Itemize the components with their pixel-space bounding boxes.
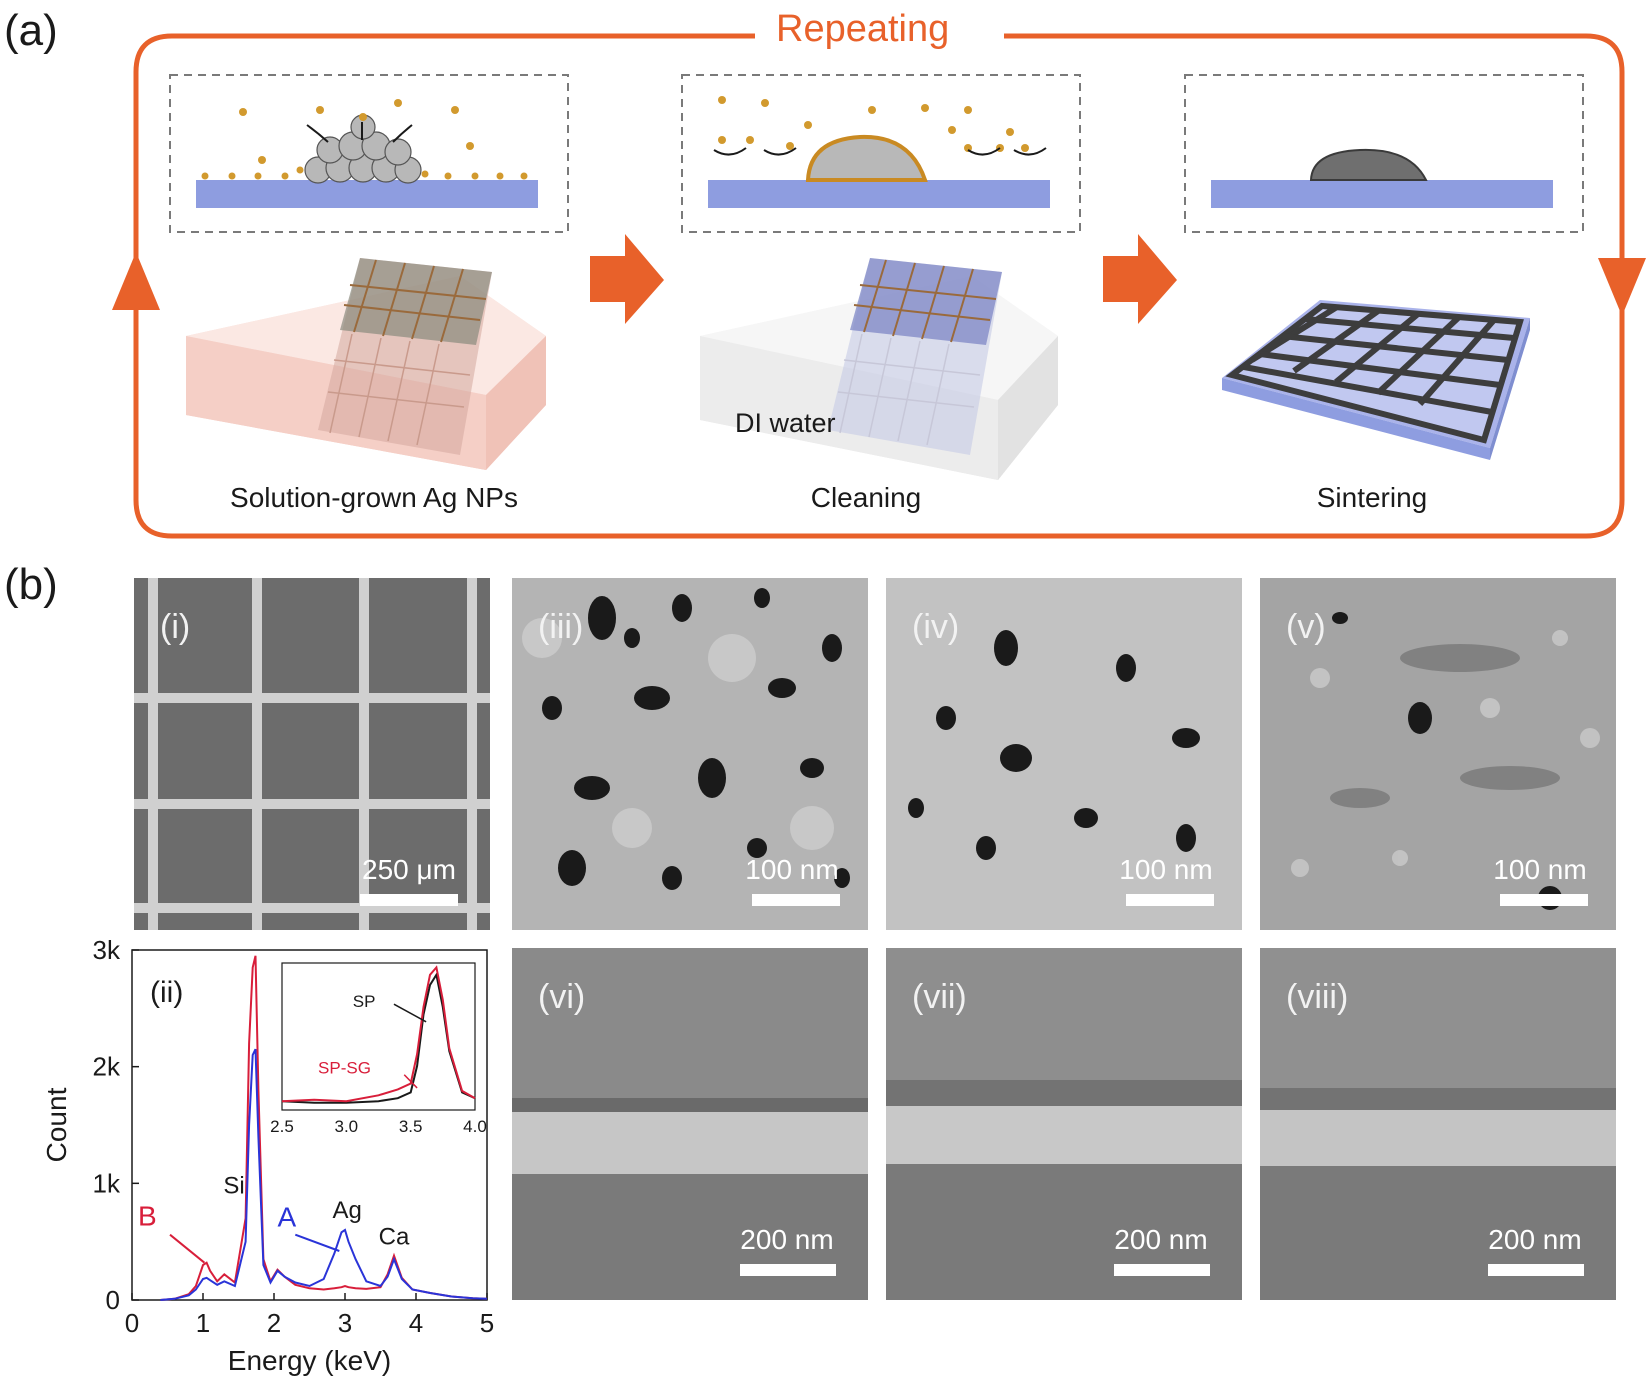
scale-bar-iv bbox=[1126, 894, 1214, 906]
inset-frame bbox=[281, 962, 476, 1111]
step-arrow-2 bbox=[1103, 234, 1177, 324]
step-label-growth: Solution-grown Ag NPs bbox=[230, 482, 518, 513]
peak-label: Si bbox=[223, 1172, 244, 1199]
scale-bar-vii bbox=[1114, 1264, 1210, 1276]
sem-label-iii: (iii) bbox=[538, 608, 584, 646]
sem-label-vi: (vi) bbox=[538, 978, 586, 1016]
x-tick-label: 4 bbox=[409, 1308, 423, 1338]
scale-text-viii: 200 nm bbox=[1488, 1224, 1582, 1255]
deposition-arrows-1 bbox=[306, 122, 413, 143]
panel-label-ii: (ii) bbox=[150, 976, 183, 1009]
scale-bar-i bbox=[360, 894, 458, 906]
edx-spectrum-chart: 0 1 2 3 4 5 0 1k 2k 3k Energy (keV) Count (ii) Si Ag Ca… bbox=[41, 940, 494, 1376]
x-tick-label: 5 bbox=[480, 1308, 494, 1338]
di-water-label: DI water bbox=[735, 408, 836, 438]
loop-arrow-down bbox=[1598, 258, 1646, 316]
x-tick-label: 0 bbox=[125, 1308, 139, 1338]
sem-image-vi: (vi) 200 nm bbox=[512, 948, 868, 1300]
y-tick-label: 0 bbox=[106, 1285, 120, 1315]
scale-bar-iii bbox=[752, 894, 840, 906]
inset-series-SP-SG bbox=[281, 965, 476, 1103]
step-arrow-1 bbox=[590, 234, 664, 324]
inset-label-SP: SP bbox=[353, 992, 376, 1011]
mesh-sheet-2 bbox=[828, 258, 1002, 455]
sem-label-iv: (iv) bbox=[912, 608, 960, 646]
inset-tick-label: 3.0 bbox=[335, 1117, 359, 1136]
sem-image-i: (i) 250 μm bbox=[134, 578, 490, 930]
scale-text-iv: 100 nm bbox=[1119, 854, 1213, 885]
inset-label-SP-SG: SP-SG bbox=[318, 1058, 371, 1077]
zoom-box-3 bbox=[1184, 74, 1584, 233]
scale-text-iii: 100 nm bbox=[745, 854, 839, 885]
zoom-substrate-2 bbox=[708, 180, 1050, 208]
series-arrow-A bbox=[294, 1233, 340, 1252]
porous-texture-v bbox=[1291, 612, 1600, 910]
sem-label-vii: (vii) bbox=[912, 978, 967, 1016]
zoom-box-2 bbox=[681, 74, 1081, 233]
sem-label-i: (i) bbox=[160, 608, 191, 646]
peak-label: Ag bbox=[332, 1197, 361, 1224]
final-mesh-3 bbox=[1222, 300, 1530, 460]
inset-tick-label: 2.5 bbox=[270, 1117, 294, 1136]
x-tick-label: 1 bbox=[196, 1308, 210, 1338]
series-label-B: B bbox=[138, 1200, 157, 1231]
np-dots-1 bbox=[201, 99, 528, 180]
sem-label-v: (v) bbox=[1286, 608, 1326, 646]
sintered-mound-3 bbox=[1309, 148, 1428, 181]
sem-image-iii: (iii) 100 nm bbox=[512, 578, 868, 930]
np-mound-1 bbox=[304, 114, 422, 184]
zoom-substrate-1 bbox=[196, 180, 538, 208]
scale-text-v: 100 nm bbox=[1493, 854, 1587, 885]
grid-lines bbox=[134, 578, 490, 930]
y-tick-label: 2k bbox=[93, 1052, 121, 1082]
y-tick-label: 3k bbox=[93, 940, 121, 965]
porous-texture-iv bbox=[908, 630, 1200, 860]
np-mound-2 bbox=[805, 134, 928, 182]
scale-text-vii: 200 nm bbox=[1114, 1224, 1208, 1255]
zoom-box-1 bbox=[169, 74, 569, 233]
sem-image-viii: (viii) 200 nm bbox=[1260, 948, 1616, 1300]
inset-tick-label: 4.0 bbox=[463, 1117, 487, 1136]
repeat-label: Repeating bbox=[758, 8, 968, 51]
sem-image-vii: (vii) 200 nm bbox=[886, 948, 1242, 1300]
repeat-loop bbox=[133, 33, 1625, 539]
panel-a-letter: (a) bbox=[4, 6, 58, 55]
peak-label: Ca bbox=[379, 1224, 410, 1251]
series-label-A: A bbox=[278, 1202, 297, 1233]
series-line-A bbox=[160, 1048, 488, 1301]
sem-label-viii: (viii) bbox=[1286, 978, 1349, 1016]
scale-bar-vi bbox=[740, 1264, 836, 1276]
step-label-cleaning: Cleaning bbox=[810, 482, 922, 513]
scale-bar-v bbox=[1500, 894, 1588, 906]
inset-arrow-SP-SG bbox=[403, 1074, 418, 1089]
zoom-substrate-3 bbox=[1211, 180, 1553, 208]
inset-tick-label: 3.5 bbox=[399, 1117, 423, 1136]
sem-image-iv: (iv) 100 nm bbox=[886, 578, 1242, 930]
x-tick-label: 2 bbox=[267, 1308, 281, 1338]
plot-frame bbox=[131, 949, 488, 1301]
scale-text-i: 250 μm bbox=[362, 854, 456, 885]
panel-b-letter: (b) bbox=[4, 560, 58, 609]
x-tick-label: 3 bbox=[338, 1308, 352, 1338]
step-label-sintering: Sintering bbox=[1316, 482, 1428, 513]
porous-texture-iii bbox=[522, 588, 850, 890]
flow-arrows-2 bbox=[713, 147, 1047, 156]
series-arrow-B bbox=[169, 1233, 206, 1264]
x-axis-label: Energy (keV) bbox=[228, 1345, 391, 1376]
scale-bar-viii bbox=[1488, 1264, 1584, 1276]
mesh-sheet-1 bbox=[318, 258, 492, 455]
y-axis-label: Count bbox=[41, 1087, 72, 1162]
process-schematic bbox=[112, 33, 1646, 539]
inset-arrow-SP bbox=[393, 1003, 427, 1023]
sem-image-v: (v) 100 nm bbox=[1260, 578, 1616, 930]
scale-text-vi: 200 nm bbox=[740, 1224, 834, 1255]
y-tick-label: 1k bbox=[93, 1168, 121, 1198]
loop-arrow-up bbox=[112, 252, 160, 310]
